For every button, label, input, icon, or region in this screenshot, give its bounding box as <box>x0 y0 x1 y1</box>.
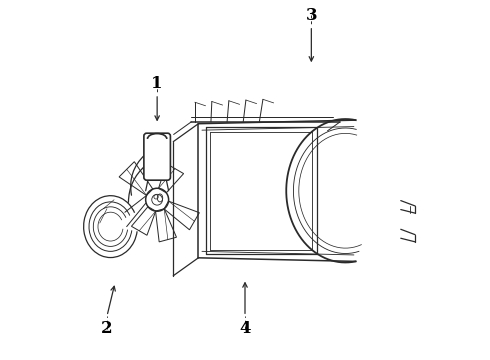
FancyBboxPatch shape <box>144 133 171 180</box>
Text: 1: 1 <box>151 75 163 92</box>
Text: 3: 3 <box>306 6 317 23</box>
Text: 4: 4 <box>239 320 251 337</box>
Text: 2: 2 <box>101 320 113 337</box>
